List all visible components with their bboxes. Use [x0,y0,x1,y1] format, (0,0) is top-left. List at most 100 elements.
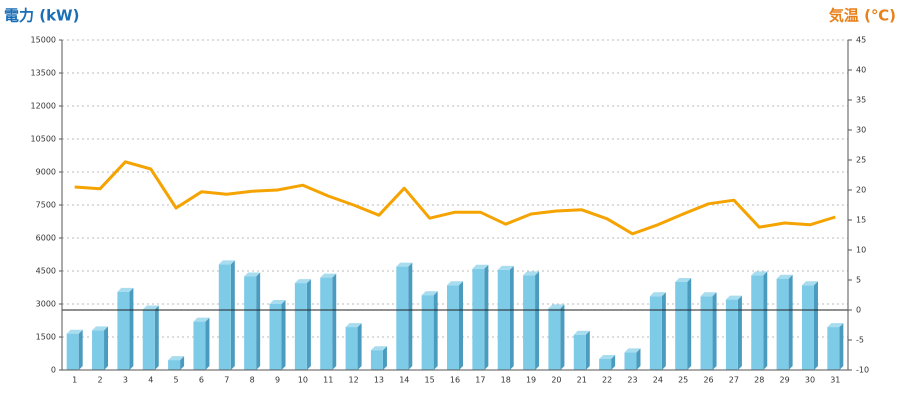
bar-side [813,281,818,370]
bar-top [142,305,159,310]
bar-side [585,330,590,370]
bar [92,330,105,370]
y2-tick-label: 15 [856,216,866,225]
bar-top [776,274,793,279]
bar-top [675,278,692,282]
bar-top [294,279,311,284]
y2-tick-label: -10 [856,366,869,375]
bar-side [230,260,235,370]
bar [117,291,130,370]
bar-top [801,281,818,286]
bar-top [66,329,83,334]
bar-side [839,323,844,370]
bar [827,327,840,370]
x-tick-label: 14 [399,376,409,385]
y-axis-title: 電力 (kW) [4,7,79,25]
bar [624,352,637,370]
bar [700,296,713,370]
x-tick-label: 26 [703,376,713,385]
bar-side [433,291,438,370]
bar [649,296,662,370]
y2-tick-label: 20 [856,186,866,195]
bar [776,278,789,370]
x-tick-label: 3 [123,376,128,385]
bar-top [396,262,413,267]
bar-side [788,274,793,370]
x-tick-label: 6 [199,376,204,385]
x-tick-label: 17 [475,376,485,385]
bar-top [599,355,616,359]
y-tick-label: 12000 [31,102,56,111]
bar-top [700,292,717,297]
bar [396,266,409,370]
x-tick-label: 27 [729,376,739,385]
bar-top [497,265,514,270]
bar [523,275,536,370]
x-tick-label: 20 [551,376,561,385]
bar [421,295,434,370]
y2-tick-label: 35 [856,96,866,105]
bar-side [357,323,362,370]
bar [269,304,282,370]
bar-top [345,323,362,328]
bar [218,264,231,370]
bar [599,359,612,370]
y-tick-label: 15000 [31,36,56,45]
x-tick-label: 4 [148,376,153,385]
y2-tick-label: 40 [856,66,866,75]
bar [320,277,333,370]
bar-side [382,346,387,370]
y2-tick-label: 45 [856,36,866,45]
bar-side [636,348,641,370]
bar-top [649,292,666,297]
y-tick-label: 9000 [36,168,56,177]
bar-side [687,278,692,370]
bar-top [472,264,489,269]
y2-tick-label: 5 [856,276,861,285]
x-tick-label: 10 [298,376,308,385]
y-tick-label: 13500 [31,69,56,78]
bar-side [408,262,413,370]
bar [573,334,586,370]
y2-tick-label: 25 [856,156,866,165]
y-tick-label: 10500 [31,135,56,144]
y2-tick-label: 0 [856,306,861,315]
y-tick-label: 4500 [36,267,56,276]
x-tick-label: 23 [627,376,637,385]
y-tick-label: 0 [51,366,56,375]
bar-side [459,281,463,370]
bar-top [218,260,235,265]
bar [244,276,257,370]
bar-side [332,273,337,370]
bar-side [661,292,666,370]
bar-side [129,287,134,370]
bar-side [154,305,159,370]
bar-top [523,271,540,276]
bar-top [193,317,210,322]
bar-side [763,271,768,370]
bar-side [484,264,489,370]
bar-side [535,271,540,370]
bar-top [827,323,844,328]
x-tick-label: 28 [754,376,764,385]
x-tick-label: 18 [501,376,511,385]
bar-top [548,304,565,309]
x-tick-label: 1 [72,376,77,385]
bar-side [560,304,565,370]
x-tick-label: 8 [250,376,255,385]
bar-top [244,272,261,277]
bar [142,309,155,370]
x-tick-label: 22 [602,376,612,385]
y2-tick-label: -5 [856,336,864,345]
bar-side [180,356,185,370]
bar-top [573,330,590,335]
x-tick-label: 2 [97,376,102,385]
bar-side [611,355,616,370]
x-tick-label: 16 [450,376,460,385]
bar [548,308,561,370]
y2-tick-label: 10 [856,246,866,255]
bar [370,350,383,370]
x-tick-label: 31 [830,376,840,385]
bar-side [306,279,311,370]
y2-tick-label: 30 [856,126,866,135]
